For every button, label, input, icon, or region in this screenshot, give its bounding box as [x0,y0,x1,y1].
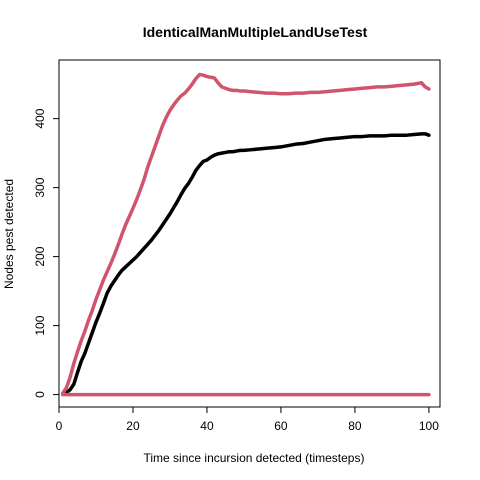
series-line-2 [63,74,429,393]
y-tick-label: 100 [33,315,47,335]
x-axis-label: Time since incursion detected (timesteps… [144,451,365,465]
y-tick-label: 0 [33,391,47,398]
x-tick-label: 20 [126,419,140,433]
y-tick-label: 300 [33,177,47,197]
chart-title: IdenticalManMultipleLandUseTest [143,24,368,40]
plot-frame [59,60,440,407]
x-tick-label: 60 [274,419,288,433]
y-axis: 0 100 200 300 400 [33,108,59,398]
series-line-1 [63,134,429,394]
x-tick-label: 0 [56,419,63,433]
x-tick-label: 40 [200,419,214,433]
y-tick-label: 400 [33,108,47,128]
y-tick-label: 200 [33,246,47,266]
x-tick-label: 100 [419,419,439,433]
x-tick-label: 80 [348,419,362,433]
y-axis-label: Nodes pest detected [2,179,16,289]
x-axis: 0 20 40 60 80 100 [56,407,440,433]
series-layer [63,74,429,394]
